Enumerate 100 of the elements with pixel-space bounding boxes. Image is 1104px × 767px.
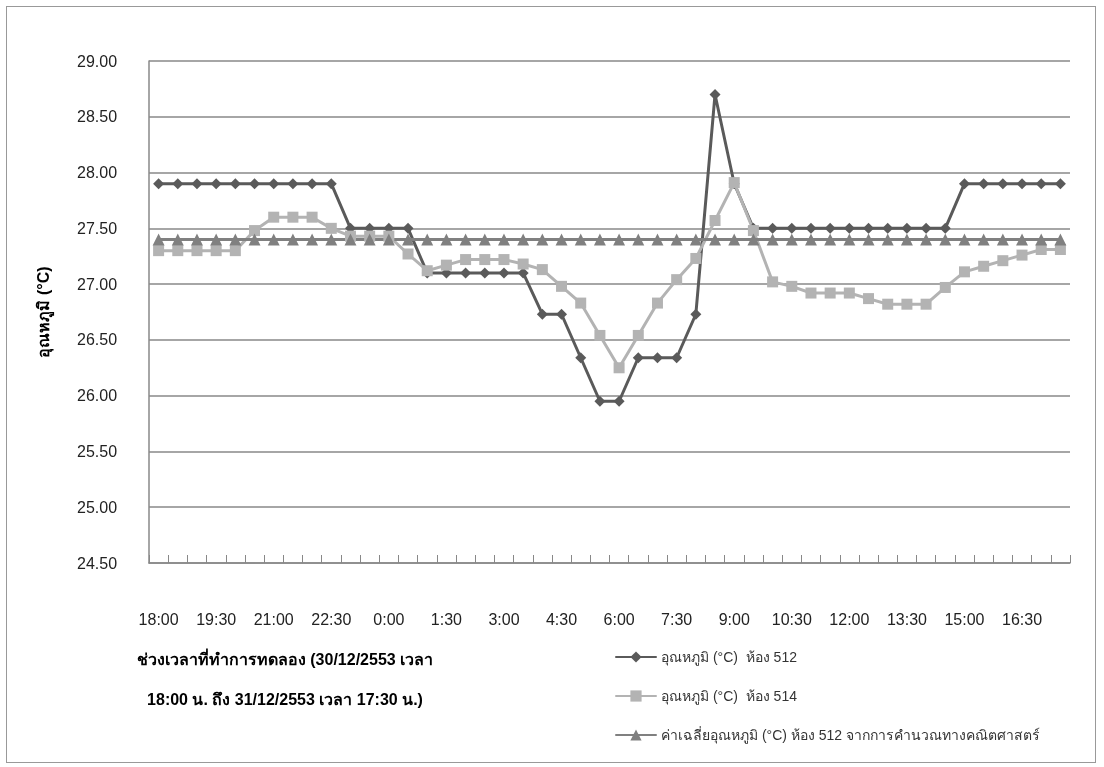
x-tick-label: 19:30 xyxy=(196,610,237,628)
x-tick-label: 15:00 xyxy=(944,610,985,628)
point xyxy=(593,233,606,246)
point xyxy=(421,233,434,246)
point xyxy=(536,233,549,246)
point xyxy=(1035,244,1047,256)
point xyxy=(709,88,721,100)
point xyxy=(497,233,510,246)
point xyxy=(613,395,625,407)
point xyxy=(1016,178,1028,190)
point xyxy=(191,178,203,190)
point xyxy=(843,287,855,299)
y-tick-label: 27.50 xyxy=(77,219,118,237)
y-axis-title: อุณหภูมิ (°C) xyxy=(34,266,55,358)
x-tick-label: 0:00 xyxy=(373,610,405,628)
point xyxy=(286,233,299,246)
point xyxy=(690,252,702,264)
point xyxy=(268,211,280,223)
x-tick-label: 3:00 xyxy=(488,610,520,628)
point xyxy=(1016,249,1028,261)
point xyxy=(229,245,241,257)
point xyxy=(958,233,971,246)
point xyxy=(613,233,626,246)
point xyxy=(556,308,568,320)
point xyxy=(613,362,625,374)
point xyxy=(901,298,913,310)
x-tick-label: 10:30 xyxy=(771,610,812,628)
point xyxy=(171,233,184,246)
point xyxy=(325,233,338,246)
point xyxy=(766,233,779,246)
point xyxy=(249,225,261,237)
point xyxy=(997,178,1009,190)
point xyxy=(862,233,875,246)
point xyxy=(306,178,318,190)
point xyxy=(805,287,817,299)
point xyxy=(556,280,568,292)
point xyxy=(920,233,933,246)
point xyxy=(824,287,836,299)
x-tick-label: 6:00 xyxy=(603,610,635,628)
point xyxy=(460,254,472,266)
point xyxy=(517,258,529,270)
point xyxy=(459,233,472,246)
legend-label: อุณหภูมิ (°C) ห้อง 514 xyxy=(661,688,798,705)
point xyxy=(978,260,990,272)
point xyxy=(479,254,491,266)
y-tick-label: 26.00 xyxy=(77,387,118,405)
point xyxy=(805,222,817,234)
point xyxy=(1016,233,1029,246)
point xyxy=(1054,233,1067,246)
point xyxy=(632,352,644,364)
point xyxy=(287,178,299,190)
x-tick-label: 7:30 xyxy=(661,610,693,628)
point xyxy=(651,297,663,309)
point xyxy=(632,329,644,341)
point xyxy=(843,233,856,246)
point xyxy=(325,222,337,234)
point xyxy=(172,245,184,257)
point xyxy=(210,233,223,246)
point xyxy=(575,297,587,309)
point xyxy=(690,308,702,320)
y-tick-label: 27.00 xyxy=(77,275,118,293)
point xyxy=(900,233,913,246)
point xyxy=(306,233,319,246)
point xyxy=(478,233,491,246)
y-tick-label: 25.50 xyxy=(77,442,118,460)
point xyxy=(344,233,357,246)
x-tick-label: 22:30 xyxy=(311,610,352,628)
point xyxy=(977,233,990,246)
point xyxy=(651,233,664,246)
point xyxy=(671,274,683,286)
point xyxy=(229,233,242,246)
point xyxy=(210,245,222,257)
point xyxy=(632,233,645,246)
point xyxy=(709,215,721,227)
point xyxy=(153,245,165,257)
legend-label: อุณหภูมิ (°C) ห้อง 512 xyxy=(661,649,798,666)
point xyxy=(267,233,280,246)
y-tick-label: 28.00 xyxy=(77,164,118,182)
point xyxy=(882,298,894,310)
point xyxy=(939,281,951,293)
point xyxy=(594,395,606,407)
y-tick-label: 24.50 xyxy=(77,554,118,572)
x-tick-label: 21:00 xyxy=(253,610,294,628)
point xyxy=(996,233,1009,246)
point xyxy=(767,276,779,288)
x-tick-label: 18:00 xyxy=(138,610,179,628)
point xyxy=(747,233,760,246)
point xyxy=(440,233,453,246)
point xyxy=(306,211,318,223)
point xyxy=(881,233,894,246)
point xyxy=(786,280,798,292)
x-tick-label: 13:30 xyxy=(886,610,928,628)
point xyxy=(536,308,548,320)
point xyxy=(287,211,299,223)
point xyxy=(709,233,722,246)
point xyxy=(939,233,952,246)
point xyxy=(152,233,165,246)
point xyxy=(248,233,261,246)
point xyxy=(671,352,683,364)
x-tick-label: 4:30 xyxy=(545,610,578,628)
